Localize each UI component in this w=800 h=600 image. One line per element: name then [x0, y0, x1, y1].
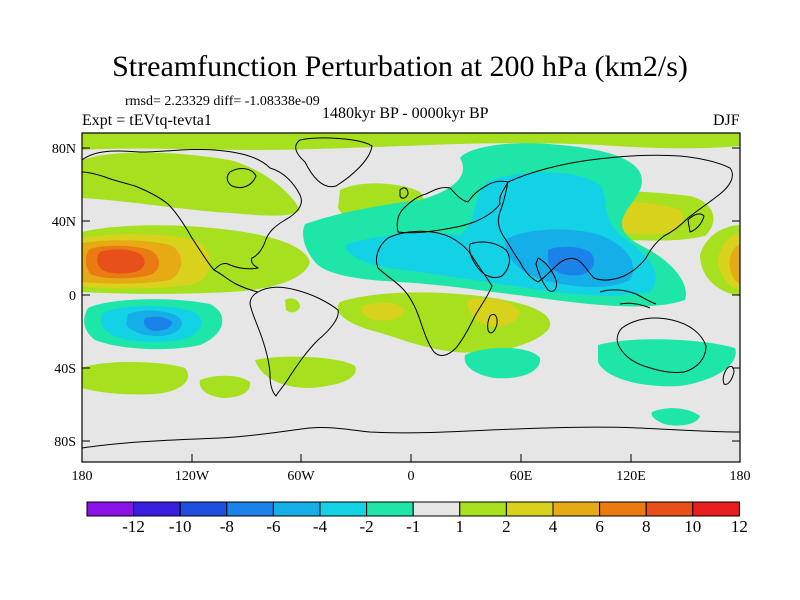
- contour-region: [199, 375, 251, 398]
- lon-tick-marks: [81, 454, 741, 462]
- colorbar-label: -10: [169, 517, 192, 536]
- colorbar-label: 6: [595, 517, 604, 536]
- lon-label-120w: 120W: [175, 469, 210, 484]
- colorbar-label: -8: [220, 517, 234, 536]
- contour-region: [82, 152, 300, 216]
- colorbar-label: -12: [122, 517, 145, 536]
- coastline-europe: [396, 180, 509, 234]
- contour-region: [82, 133, 740, 150]
- lat-label-40n: 40N: [52, 215, 76, 230]
- colorbar-box: [366, 501, 414, 517]
- coastlines: [82, 137, 740, 449]
- colorbar-label: 4: [549, 517, 558, 536]
- season-label: DJF: [713, 112, 740, 129]
- period-label: 1480kyr BP - 0000kyr BP: [322, 105, 489, 122]
- colorbar-box: [412, 501, 461, 517]
- colorbar: [86, 501, 740, 517]
- coastline-japan: [687, 213, 705, 233]
- colorbar-box: [459, 501, 507, 517]
- colorbar-box: [692, 501, 740, 517]
- colorbar-label: 12: [731, 517, 748, 536]
- lat-label-80n: 80N: [52, 142, 76, 157]
- contour-region: [598, 339, 736, 387]
- contour-region: [651, 408, 700, 426]
- coastline-south-america: [249, 286, 339, 397]
- colorbar-label: -6: [266, 517, 280, 536]
- contour-region: [255, 356, 356, 388]
- contour-fills: [82, 133, 740, 426]
- coastline-asia: [497, 154, 733, 283]
- contour-region: [285, 298, 300, 313]
- coastline-madagascar: [487, 313, 498, 334]
- coastline-new-zealand: [722, 365, 735, 385]
- lat-label-0: 0: [69, 289, 76, 304]
- lat-tick-marks: [82, 147, 740, 442]
- coastline-antarctica: [82, 426, 740, 449]
- colorbar-box: [272, 501, 321, 517]
- colorbar-label: 10: [684, 517, 701, 536]
- lon-label-0: 0: [408, 469, 415, 484]
- contour-region: [548, 246, 595, 276]
- coastline-arabia: [469, 241, 510, 279]
- colorbar-label: 1: [456, 517, 465, 536]
- coastline-greenland: [295, 137, 373, 188]
- coastline-africa: [375, 230, 493, 356]
- colorbar-label: 2: [502, 517, 511, 536]
- colorbar-box: [599, 501, 647, 517]
- coastline-north-america: [82, 148, 302, 271]
- lon-label-60e: 60E: [510, 469, 533, 484]
- experiment-label: Expt = tEVtq-tevta1: [82, 112, 212, 129]
- coastline-central-america: [213, 269, 259, 293]
- coastline-india: [535, 257, 557, 292]
- colorbar-box: [179, 501, 228, 517]
- colorbar-box: [505, 501, 554, 517]
- colorbar-label: -1: [406, 517, 420, 536]
- plot-title: Streamfunction Perturbation at 200 hPa (…: [112, 50, 688, 83]
- lon-tick-labels: 180 120W 60W 0 60E 120E 180: [72, 469, 751, 484]
- colorbar-label: -2: [360, 517, 374, 536]
- colorbar-labels: -12 -10 -8 -6 -4 -2 -1 1 2 4 6 8 10 12: [122, 517, 748, 536]
- colorbar-box: [226, 501, 274, 517]
- contour-region: [144, 316, 172, 331]
- colorbar-box: [86, 501, 135, 517]
- contour-region: [729, 244, 740, 284]
- stats-label: rmsd= 2.23329 diff= -1.08338e-09: [125, 94, 320, 109]
- lon-label-120e: 120E: [616, 469, 646, 484]
- contour-region: [97, 249, 145, 274]
- colorbar-box: [645, 501, 694, 517]
- coastline-hudson-bay: [226, 168, 257, 189]
- colorbar-label: 8: [642, 517, 651, 536]
- lon-label-60w: 60W: [287, 469, 315, 484]
- colorbar-box: [319, 501, 368, 517]
- lat-label-80s: 80S: [54, 435, 76, 450]
- lat-tick-labels: 80N 40N 0 40S 80S: [52, 142, 76, 450]
- lon-label-180e: 180: [730, 469, 751, 484]
- coastline-australia: [616, 317, 707, 373]
- lon-label-180w: 180: [72, 469, 93, 484]
- coastline-indonesia: [599, 289, 657, 309]
- colorbar-box: [133, 501, 181, 517]
- map-panel: [82, 133, 740, 462]
- contour-region: [361, 302, 405, 321]
- contour-region: [464, 347, 541, 379]
- colorbar-box: [552, 501, 601, 517]
- colorbar-label: -4: [313, 517, 328, 536]
- contour-region: [82, 362, 189, 395]
- coastline-british-isles: [399, 187, 409, 199]
- lat-label-40s: 40S: [54, 362, 76, 377]
